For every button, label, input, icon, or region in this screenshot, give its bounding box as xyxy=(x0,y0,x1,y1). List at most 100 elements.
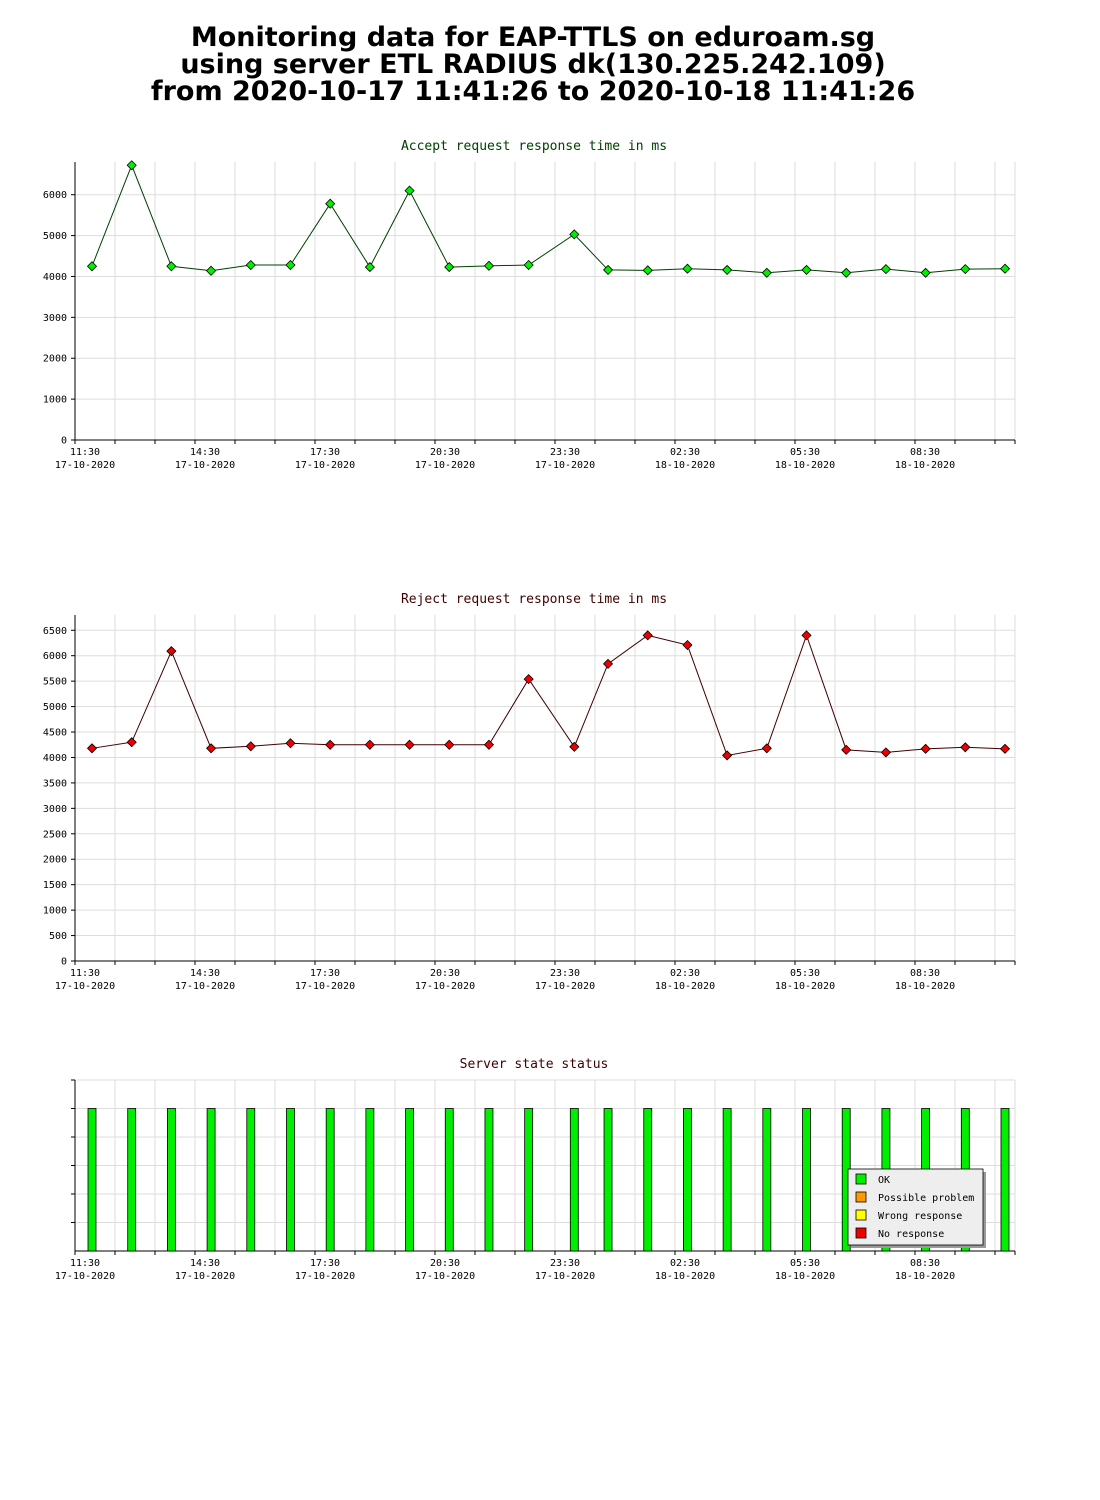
data-point xyxy=(86,261,98,272)
x-tick-label-time: 20:30 xyxy=(430,447,460,458)
legend-label: Wrong response xyxy=(878,1211,962,1222)
x-tick-label-date: 17-10-2020 xyxy=(535,1271,595,1282)
x-tick-label-time: 17:30 xyxy=(310,447,340,458)
status-bar xyxy=(365,1108,375,1252)
status-bar xyxy=(683,1108,692,1252)
data-point xyxy=(404,185,415,196)
title-line-3: from 2020-10-17 11:41:26 to 2020-10-18 1… xyxy=(150,76,916,107)
x-tick-label-date: 18-10-2020 xyxy=(895,460,955,471)
y-tick-label: 500 xyxy=(49,931,67,942)
x-tick-label-date: 17-10-2020 xyxy=(295,981,355,992)
legend-label: OK xyxy=(878,1175,890,1186)
x-tick-label-time: 11:30 xyxy=(70,1258,100,1269)
data-point xyxy=(364,262,375,273)
y-tick-label: 3500 xyxy=(43,778,67,789)
x-tick-label-time: 05:30 xyxy=(790,968,820,979)
legend-box xyxy=(847,1168,984,1246)
status-bar xyxy=(762,1108,772,1252)
x-tick-label-time: 20:30 xyxy=(430,1258,460,1269)
x-tick-label-date: 17-10-2020 xyxy=(415,981,475,992)
data-point xyxy=(602,658,614,669)
x-tick-label-time: 11:30 xyxy=(70,968,100,979)
status-bar xyxy=(206,1108,216,1252)
status-bar xyxy=(87,1108,97,1252)
data-point xyxy=(801,630,812,641)
x-tick-label-time: 14:30 xyxy=(190,1258,220,1269)
data-point xyxy=(245,741,256,752)
x-tick-label-time: 11:30 xyxy=(70,447,100,458)
reject-response-chart: 0 500 1000 1500 2000 2500 3000 3500 4000 4500 5000… xyxy=(43,592,1016,992)
x-tick-label-date: 18-10-2020 xyxy=(775,981,835,992)
y-tick-label: 4000 xyxy=(43,272,67,283)
x-tick-label-date: 18-10-2020 xyxy=(655,1271,715,1282)
x-tick-label-time: 02:30 xyxy=(670,968,700,979)
data-point xyxy=(444,739,455,750)
data-point xyxy=(642,265,653,276)
legend-swatch xyxy=(855,1173,867,1185)
data-point xyxy=(523,259,534,271)
x-tick-label-date: 17-10-2020 xyxy=(55,460,115,471)
x-tick-label-time: 17:30 xyxy=(310,1258,340,1269)
y-tick-label: 5500 xyxy=(43,677,67,688)
x-tick-label-date: 17-10-2020 xyxy=(295,460,355,471)
data-point xyxy=(404,739,415,750)
data-point xyxy=(206,265,217,276)
data-point xyxy=(722,264,733,275)
data-point xyxy=(126,737,137,748)
chart-title: Accept request response time in ms xyxy=(401,139,667,154)
y-tick-label: 2000 xyxy=(43,855,67,866)
data-point xyxy=(761,743,772,754)
x-tick-label-date: 17-10-2020 xyxy=(295,1271,355,1282)
data-point xyxy=(682,263,693,274)
x-tick-label-time: 23:30 xyxy=(550,447,580,458)
legend-swatch xyxy=(855,1191,867,1203)
data-point xyxy=(245,259,256,271)
data-point xyxy=(761,267,772,278)
x-tick-label-time: 23:30 xyxy=(550,968,580,979)
x-tick-label-date: 18-10-2020 xyxy=(775,1271,835,1282)
data-point xyxy=(444,262,455,273)
legend-label: No response xyxy=(878,1229,944,1240)
y-tick-label: 5000 xyxy=(43,231,67,242)
x-tick-label-date: 18-10-2020 xyxy=(655,460,715,471)
x-tick-label-time: 23:30 xyxy=(550,1258,580,1269)
data-point xyxy=(166,261,177,272)
x-tick-label-date: 17-10-2020 xyxy=(55,1271,115,1282)
x-tick-label-date: 17-10-2020 xyxy=(415,460,475,471)
data-point xyxy=(483,260,495,271)
status-bar xyxy=(802,1108,811,1252)
legend-swatch xyxy=(855,1227,867,1239)
status-bar xyxy=(246,1108,256,1252)
x-tick-label-date: 17-10-2020 xyxy=(535,460,595,471)
data-point xyxy=(523,674,534,685)
y-tick-label: 4500 xyxy=(43,728,67,739)
data-point xyxy=(166,646,177,657)
chart-title: Server state status xyxy=(460,1057,609,1072)
y-tick-label: 3000 xyxy=(43,313,67,324)
x-tick-label-date: 18-10-2020 xyxy=(655,981,715,992)
status-bar xyxy=(166,1108,176,1252)
series-line xyxy=(91,633,1006,757)
status-bar xyxy=(1000,1108,1010,1252)
data-point xyxy=(86,743,98,754)
server-status-chart: Server state status 11:30 17-10-2020 14:30 1… xyxy=(55,1057,1016,1282)
status-bar xyxy=(603,1108,613,1252)
x-tick-label-time: 20:30 xyxy=(430,968,460,979)
y-tick-label: 1500 xyxy=(43,880,67,891)
data-point xyxy=(841,744,852,755)
data-point xyxy=(920,743,931,754)
y-tick-label: 2000 xyxy=(43,354,67,365)
status-bar xyxy=(286,1108,295,1252)
legend-label: Possible problem xyxy=(878,1193,974,1204)
status-bar xyxy=(524,1108,534,1252)
status-bar xyxy=(643,1108,653,1252)
legend-swatch xyxy=(855,1209,867,1221)
status-bar xyxy=(484,1108,494,1252)
status-bar xyxy=(127,1108,137,1252)
data-point xyxy=(960,264,971,275)
data-point xyxy=(285,738,296,749)
x-tick-label-time: 05:30 xyxy=(790,447,820,458)
data-point xyxy=(642,630,653,641)
data-point xyxy=(841,267,852,278)
title-line-2: using server ETL RADIUS dk(130.225.242.1… xyxy=(180,49,886,80)
